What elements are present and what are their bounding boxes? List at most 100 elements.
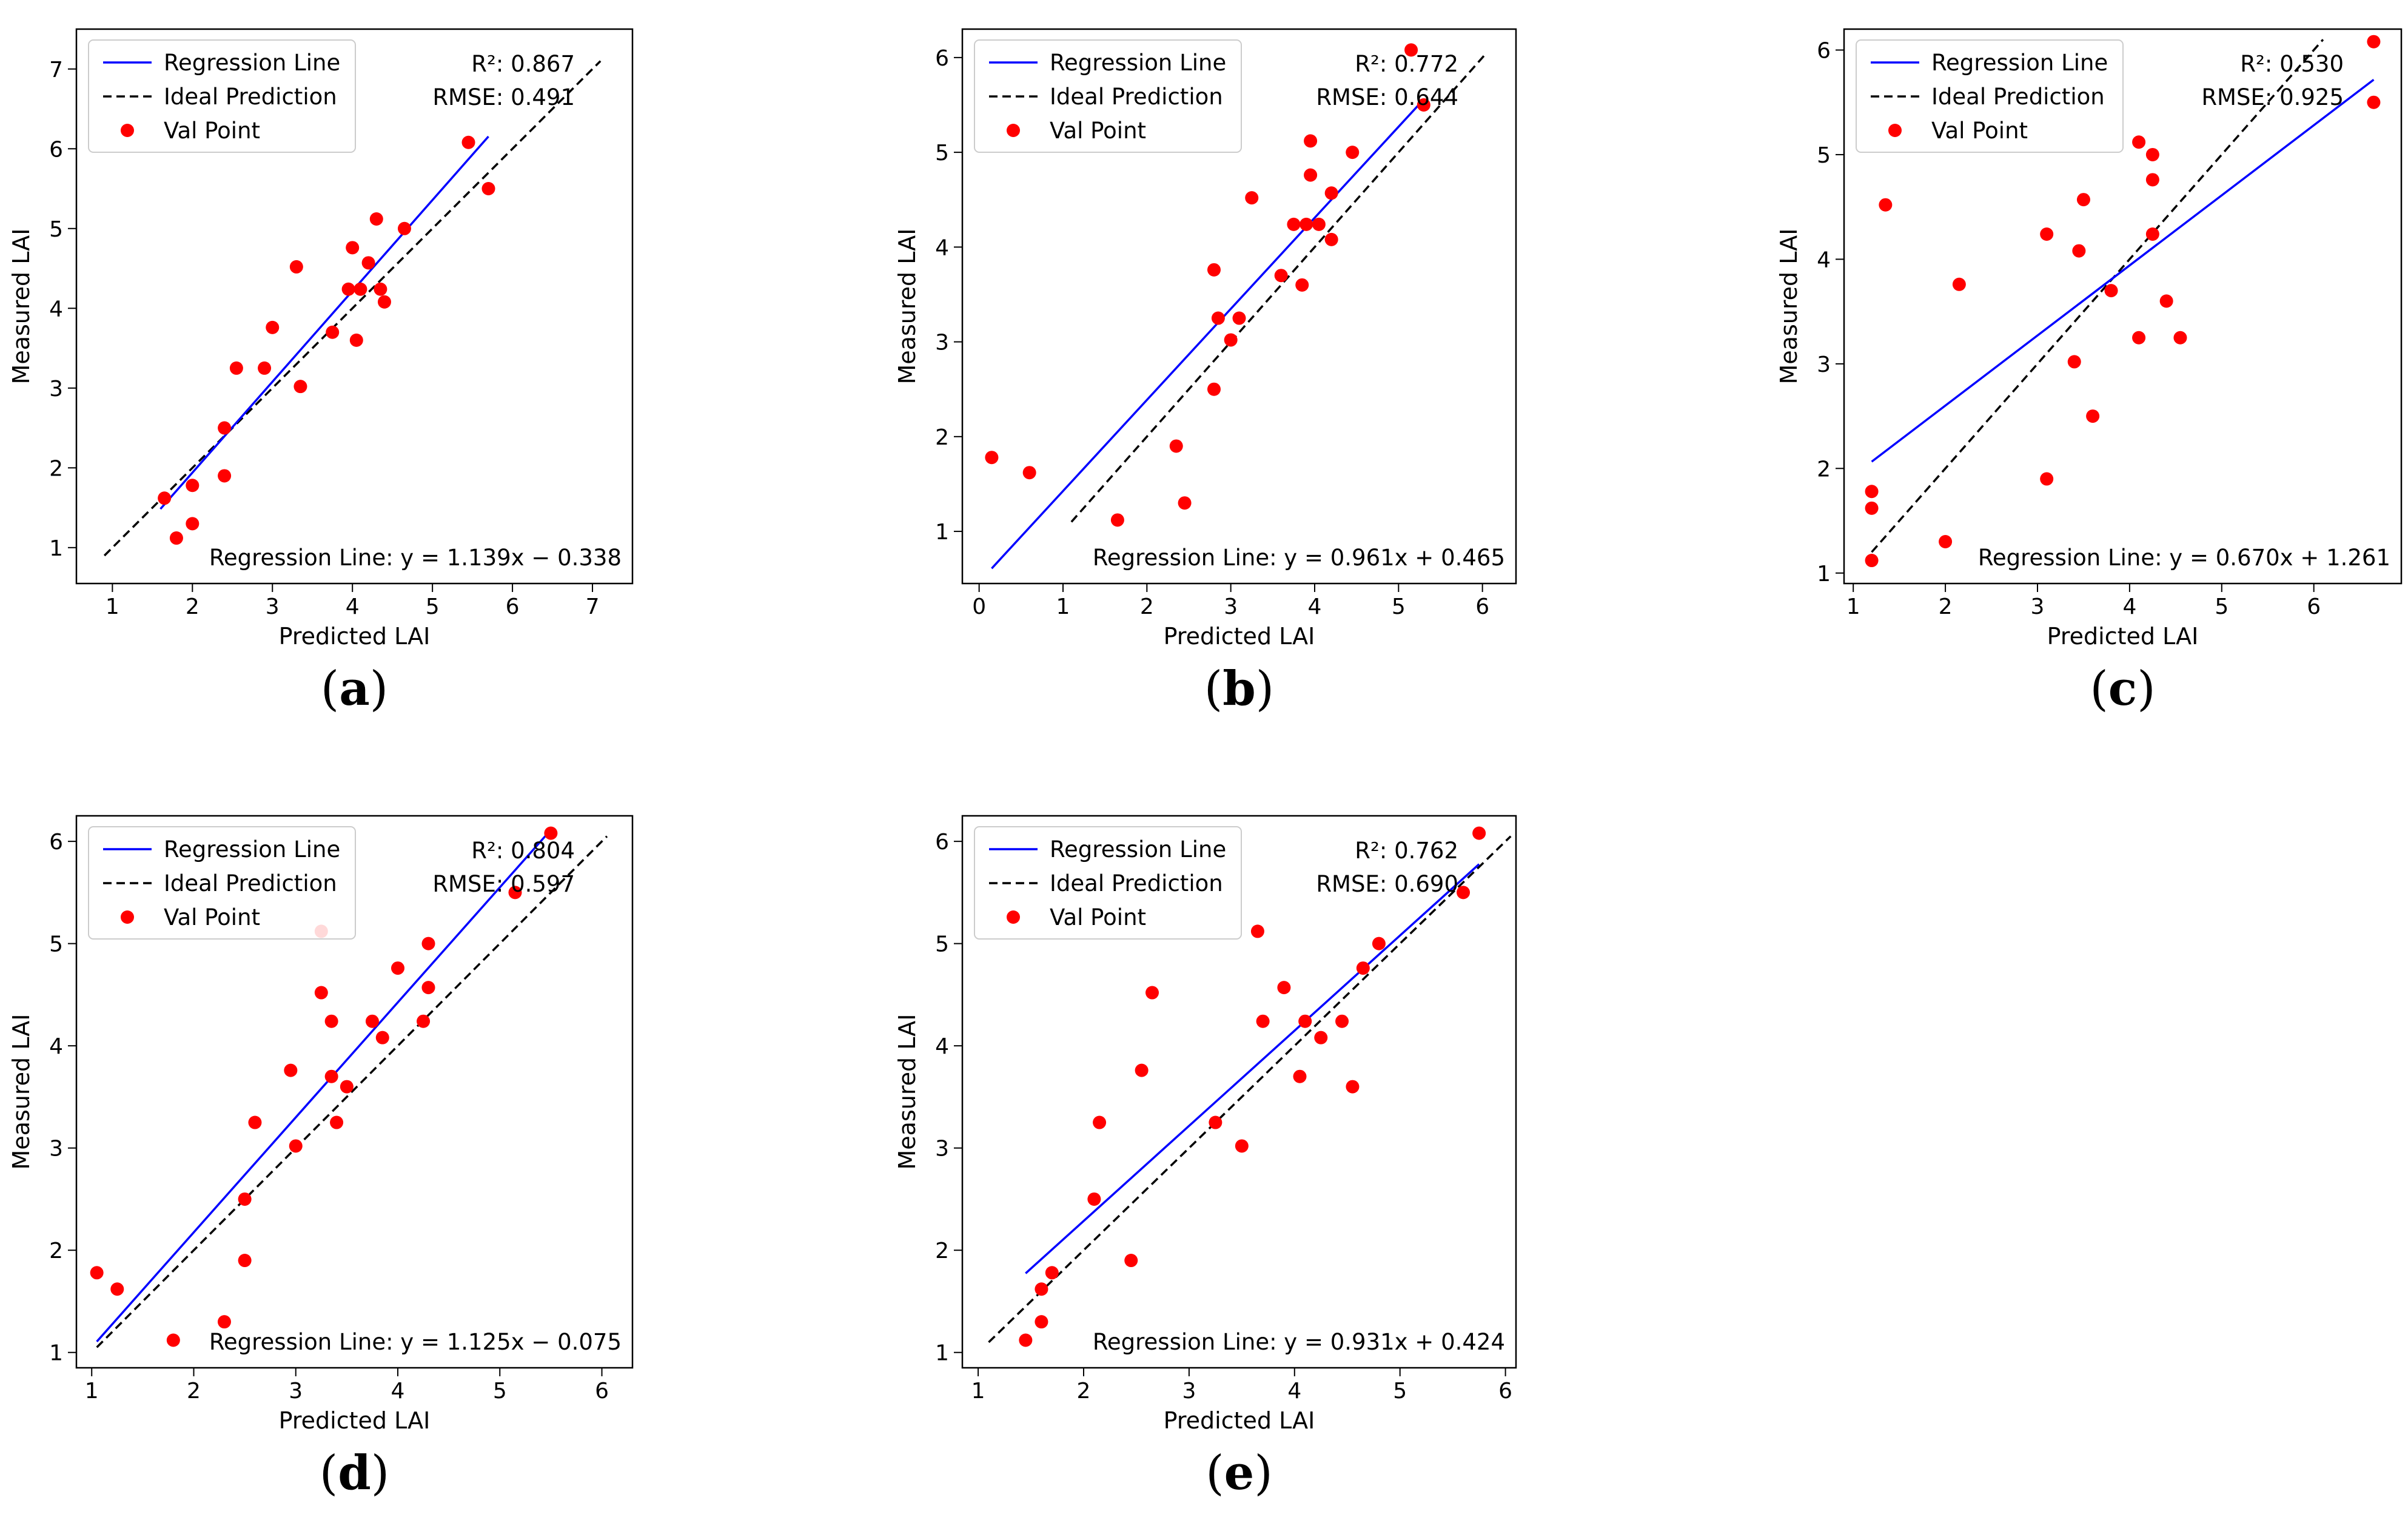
- val-point: [1457, 886, 1471, 900]
- x-tick-label: 6: [1475, 594, 1489, 619]
- legend-ideal-label: Ideal Prediction: [1050, 84, 1223, 110]
- x-tick-label: 4: [346, 594, 360, 619]
- y-tick-label: 3: [49, 377, 63, 402]
- val-point: [284, 1063, 298, 1077]
- panel-e: 1 2 3 4 5 6 1 2 3 4 5 6 Predicted LAI Measured LAI R²:…: [894, 815, 1517, 1501]
- y-tick-label: 1: [1817, 562, 1831, 587]
- val-point: [2067, 355, 2081, 369]
- val-point: [1035, 1282, 1048, 1296]
- val-point: [1324, 232, 1338, 246]
- val-point: [1865, 485, 1879, 499]
- caption-close: ): [2137, 662, 2155, 716]
- x-tick-label: 2: [1077, 1379, 1091, 1404]
- y-tick-label: 4: [49, 297, 63, 321]
- legend-point-label: Val Point: [1050, 118, 1146, 144]
- val-point: [1207, 382, 1221, 396]
- legend-ideal-label: Ideal Prediction: [164, 84, 337, 110]
- legend: Regression Line Ideal Prediction Val Point: [88, 826, 356, 940]
- legend-point-label: Val Point: [1931, 118, 2028, 144]
- val-point: [2132, 331, 2146, 345]
- equation-label: Regression Line: y = 0.931x + 0.424: [1093, 1329, 1505, 1355]
- x-axis-label: Predicted LAI: [2047, 623, 2199, 650]
- rmse-label: RMSE: 0.644: [1316, 84, 1458, 110]
- panel-caption: (d): [320, 1445, 389, 1501]
- val-point: [238, 1192, 252, 1206]
- legend-box: [1856, 39, 2124, 153]
- r2-label: R²: 0.772: [1355, 51, 1458, 77]
- legend-point-swatch: [121, 910, 134, 924]
- val-point: [1045, 1266, 1059, 1280]
- val-point: [1169, 439, 1183, 453]
- legend-point-swatch: [121, 124, 134, 137]
- legend-box: [88, 826, 356, 940]
- val-point: [158, 491, 172, 505]
- legend-point-swatch: [1888, 124, 1902, 137]
- val-point: [2040, 227, 2054, 241]
- y-tick-label: 6: [1817, 38, 1831, 63]
- panel-caption: (e): [1206, 1445, 1273, 1501]
- val-point: [1372, 937, 1386, 950]
- val-point: [229, 361, 243, 375]
- y-tick-label: 1: [49, 1341, 63, 1366]
- val-point: [1211, 311, 1225, 325]
- val-point: [1035, 1315, 1048, 1329]
- x-axis-label: Predicted LAI: [1164, 1407, 1315, 1434]
- val-point: [218, 421, 232, 435]
- legend-box: [974, 39, 1242, 153]
- axes-frame: [961, 28, 1517, 585]
- y-tick-label: 4: [935, 1034, 949, 1059]
- val-point: [1135, 1063, 1149, 1077]
- val-point: [349, 333, 363, 347]
- equation-label: Regression Line: y = 0.670x + 1.261: [1978, 545, 2390, 571]
- y-tick-label: 5: [1817, 143, 1831, 168]
- val-point: [1293, 1069, 1307, 1083]
- x-axis-label: Predicted LAI: [1164, 623, 1315, 650]
- legend-regression-label: Regression Line: [1931, 50, 2108, 76]
- val-point: [1245, 191, 1259, 205]
- equation-label: Regression Line: y = 1.139x − 0.338: [209, 545, 622, 571]
- rmse-label: RMSE: 0.597: [432, 871, 575, 897]
- x-tick-label: 3: [289, 1379, 303, 1404]
- panel-a: 1 2 3 4 5 6 7 1 2 3 4 5 6 7 Predicted LAI Measured LAI R…: [8, 28, 634, 716]
- val-point: [1952, 277, 1966, 291]
- y-axis-label: Measured LAI: [1776, 229, 1802, 385]
- val-point: [1879, 198, 1893, 212]
- val-point: [1224, 333, 1238, 347]
- val-point: [365, 1014, 379, 1028]
- legend-point-label: Val Point: [1050, 904, 1146, 930]
- val-point: [166, 1333, 180, 1347]
- val-point: [2367, 35, 2381, 49]
- val-point: [1298, 1014, 1312, 1028]
- regression-line: [991, 98, 1425, 570]
- val-point: [417, 1014, 431, 1028]
- x-tick-label: 2: [186, 594, 200, 619]
- ideal-prediction-line: [1070, 52, 1487, 523]
- val-point: [421, 981, 435, 995]
- y-tick-label: 6: [935, 830, 949, 855]
- val-point: [258, 361, 272, 375]
- x-tick-label: 6: [506, 594, 520, 619]
- val-point: [397, 221, 411, 235]
- x-tick-label: 5: [1392, 594, 1406, 619]
- caption-open: (: [320, 1446, 338, 1501]
- val-point: [340, 1080, 354, 1094]
- x-tick-label: 1: [1056, 594, 1070, 619]
- y-tick-label: 4: [49, 1034, 63, 1059]
- x-tick-label: 2: [1939, 594, 1953, 619]
- legend: Regression Line Ideal Prediction Val Point: [1856, 39, 2124, 153]
- val-point: [1110, 513, 1124, 527]
- val-point: [324, 1069, 338, 1083]
- val-point: [293, 380, 307, 394]
- val-point: [2040, 472, 2054, 486]
- val-point: [1417, 98, 1430, 112]
- y-tick-label: 2: [49, 1239, 63, 1263]
- caption-letter: d: [338, 1445, 371, 1501]
- y-tick-label: 3: [49, 1137, 63, 1162]
- val-point: [1346, 1080, 1360, 1094]
- val-point: [1274, 269, 1288, 283]
- y-tick-label: 5: [935, 932, 949, 957]
- val-point: [508, 886, 522, 900]
- val-point: [1087, 1192, 1101, 1206]
- y-tick-label: 6: [49, 830, 63, 855]
- caption-letter: a: [339, 661, 370, 716]
